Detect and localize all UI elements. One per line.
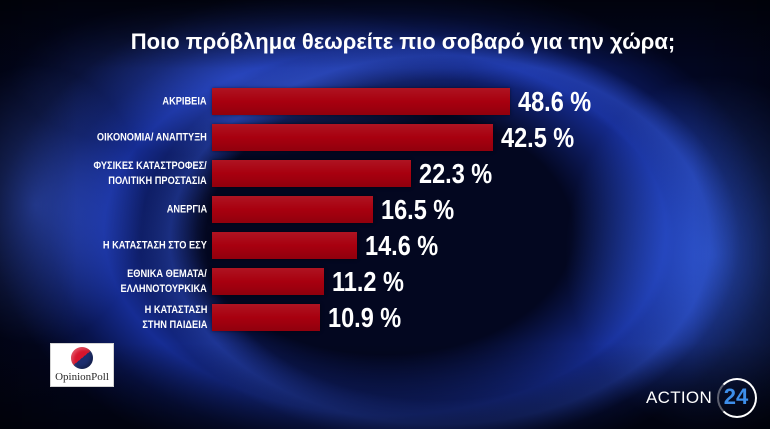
bar-row: ΕΘΝΙΚΑ ΘΕΜΑΤΑ/ ΕΛΛΗΝΟΤΟΥΡΚΙΚΑ 11.2 % bbox=[0, 265, 770, 297]
action24-number: 24 bbox=[723, 384, 749, 409]
category-label: ΑΝΕΡΓΙΑ bbox=[166, 203, 207, 215]
bar bbox=[212, 268, 324, 295]
category-label: ΑΚΡΙΒΕΙΑ bbox=[162, 95, 207, 107]
action24-logo: ACTION 24 bbox=[646, 377, 760, 419]
category-label: Η ΚΑΤΑΣΤΑΣΗ ΣΤΟ ΕΣΥ bbox=[102, 239, 207, 251]
bar bbox=[212, 124, 493, 151]
bar-row: ΑΚΡΙΒΕΙΑ 48.6 % bbox=[0, 85, 770, 117]
value-label: 42.5 % bbox=[501, 121, 575, 153]
value-label: 10.9 % bbox=[328, 301, 402, 333]
bar bbox=[212, 232, 358, 259]
bar bbox=[212, 304, 320, 331]
value-label: 48.6 % bbox=[518, 85, 592, 117]
action24-ring-icon bbox=[717, 378, 757, 418]
category-label: ΟΙΚΟΝΟΜΙΑ/ ΑΝΑΠΤΥΞΗ bbox=[97, 131, 207, 143]
bar-row: ΦΥΣΙΚΕΣ ΚΑΤΑΣΤΡΟΦΕΣ/ ΠΟΛΙΤΙΚΗ ΠΡΟΣΤΑΣΙΑ 2… bbox=[0, 157, 770, 189]
bar-row: ΑΝΕΡΓΙΑ 16.5 % bbox=[0, 193, 770, 225]
opinionpoll-logo-text: OpinionPoll bbox=[55, 371, 109, 383]
bar bbox=[212, 196, 373, 223]
value-label: 14.6 % bbox=[365, 229, 439, 261]
category-label: Η ΚΑΤΑΣΤΑΣΗ ΣΤΗΝ ΠΑΙΔΕΙΑ bbox=[141, 303, 207, 331]
bar bbox=[212, 88, 510, 115]
chart-title: Ποιο πρόβλημα θεωρείτε πιο σοβαρό για τη… bbox=[130, 29, 676, 54]
action24-wordmark: ACTION bbox=[646, 388, 713, 407]
bar bbox=[212, 160, 411, 187]
bar-row: ΟΙΚΟΝΟΜΙΑ/ ΑΝΑΠΤΥΞΗ 42.5 % bbox=[0, 121, 770, 153]
bar-row: Η ΚΑΤΑΣΤΑΣΗ ΣΤΟ ΕΣΥ 14.6 % bbox=[0, 229, 770, 261]
category-label: ΕΘΝΙΚΑ ΘΕΜΑΤΑ/ ΕΛΛΗΝΟΤΟΥΡΚΙΚΑ bbox=[120, 267, 207, 295]
value-label: 11.2 % bbox=[331, 265, 404, 297]
category-label: ΦΥΣΙΚΕΣ ΚΑΤΑΣΤΡΟΦΕΣ/ ΠΟΛΙΤΙΚΗ ΠΡΟΣΤΑΣΙΑ bbox=[93, 159, 207, 187]
bar-row: Η ΚΑΤΑΣΤΑΣΗ ΣΤΗΝ ΠΑΙΔΕΙΑ 10.9 % bbox=[0, 301, 770, 333]
opinionpoll-emblem-icon bbox=[71, 347, 93, 369]
value-label: 16.5 % bbox=[380, 193, 454, 225]
opinionpoll-logo: OpinionPoll bbox=[50, 343, 114, 387]
value-label: 22.3 % bbox=[419, 157, 493, 189]
